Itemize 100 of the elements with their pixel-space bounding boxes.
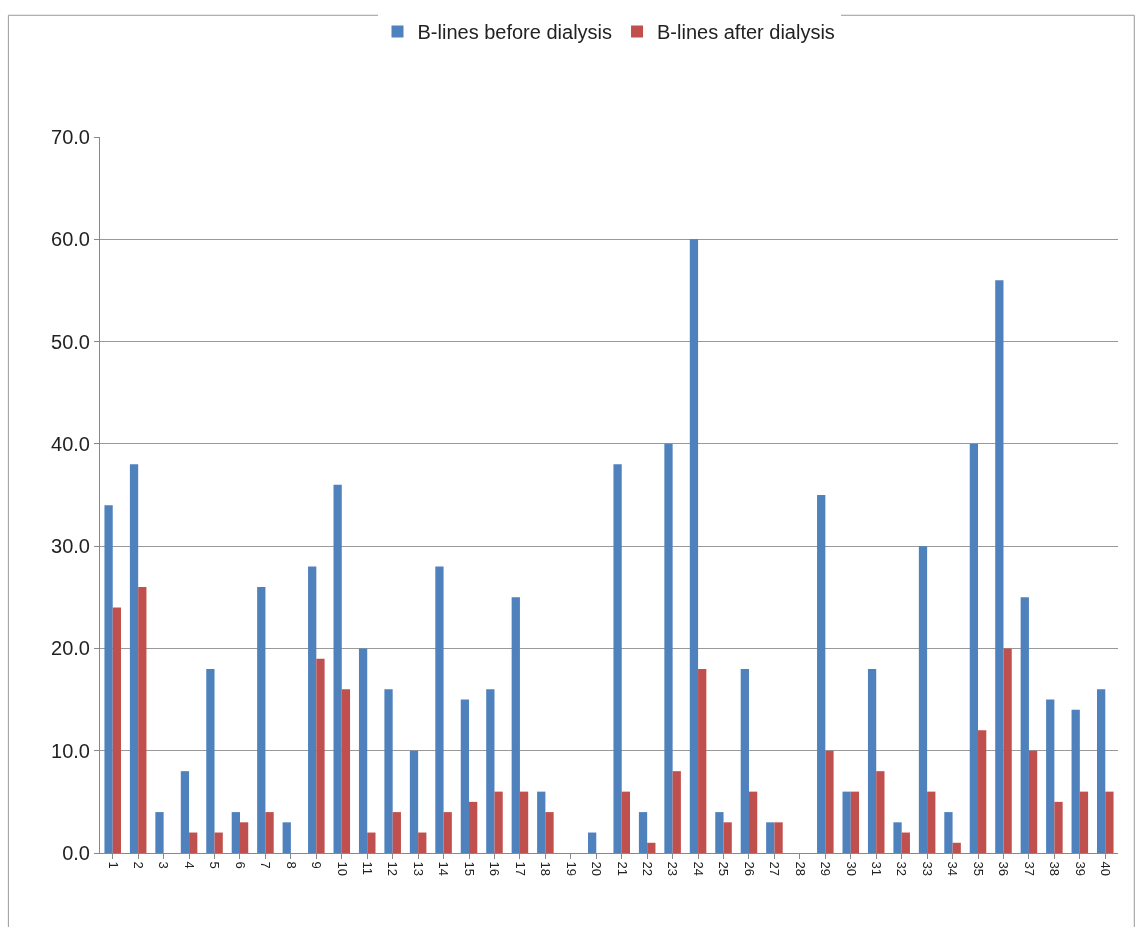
bar <box>265 812 274 853</box>
bar <box>867 668 877 853</box>
bar <box>511 597 520 853</box>
bar <box>239 822 249 853</box>
x-tick-label: 40 <box>1098 861 1114 877</box>
bar <box>1097 689 1106 853</box>
bar <box>129 464 139 853</box>
x-tick-label: 9 <box>309 861 325 869</box>
y-tick-label: 0.0 <box>62 842 90 864</box>
x-tick-label: 15 <box>461 861 477 877</box>
bar <box>723 822 732 853</box>
bar <box>1071 709 1080 853</box>
x-tick-label: 22 <box>639 861 655 877</box>
x-tick-label: 13 <box>410 861 426 877</box>
bar <box>850 791 860 853</box>
bar <box>341 689 351 853</box>
x-tick-label: 24 <box>690 861 706 877</box>
x-tick-label: 16 <box>487 861 503 877</box>
bar <box>214 832 223 853</box>
bar <box>435 566 444 853</box>
bar <box>613 464 622 853</box>
x-tick-label: 2 <box>130 861 146 869</box>
x-tick-label: 19 <box>563 861 579 877</box>
bar <box>969 443 979 853</box>
bar <box>842 791 851 853</box>
bar <box>774 822 783 853</box>
x-tick-label: 6 <box>232 861 248 869</box>
x-tick-label: 14 <box>436 861 452 877</box>
x-tick-label: 5 <box>207 861 223 869</box>
bar <box>1046 699 1055 853</box>
x-tick-label: 27 <box>767 861 783 877</box>
bar <box>698 668 707 853</box>
x-tick-label: 39 <box>1072 861 1088 877</box>
bar <box>1079 791 1089 853</box>
x-tick-label: 29 <box>818 861 834 877</box>
bar <box>138 587 147 853</box>
y-tick-label: 40.0 <box>51 432 90 455</box>
y-tick-label: 20.0 <box>51 637 90 660</box>
x-tick-label: 25 <box>716 861 732 877</box>
x-tick-label: 38 <box>1047 861 1063 877</box>
bar <box>944 812 953 853</box>
x-tick-label: 11 <box>360 861 376 876</box>
x-tick-label: 10 <box>334 861 350 877</box>
bar <box>384 689 393 853</box>
bar <box>282 822 291 853</box>
bar <box>308 566 317 853</box>
bar <box>409 750 419 853</box>
x-tick-label: 7 <box>258 861 274 869</box>
bar <box>638 812 648 853</box>
x-tick-label: 4 <box>181 861 197 869</box>
bar <box>545 812 554 853</box>
bar <box>672 771 681 853</box>
x-tick-label: 3 <box>156 861 172 869</box>
y-tick-label: 70.0 <box>51 126 90 148</box>
bar <box>995 280 1004 853</box>
x-tick-label: 36 <box>996 861 1012 877</box>
bar <box>316 658 325 853</box>
bar <box>1020 597 1029 853</box>
bar <box>978 730 987 853</box>
bar <box>367 832 376 853</box>
bar <box>112 607 121 853</box>
bar <box>358 648 368 853</box>
bar <box>180 771 190 853</box>
bar <box>231 812 240 853</box>
bar <box>1003 648 1012 853</box>
bar <box>748 791 758 853</box>
bar <box>918 546 928 853</box>
x-tick-label: 28 <box>792 861 808 877</box>
bar <box>469 801 478 853</box>
bar <box>740 668 749 853</box>
bar <box>1105 791 1114 853</box>
x-tick-label: 1 <box>105 861 121 869</box>
bar <box>952 842 961 853</box>
x-tick-label: 17 <box>512 861 528 877</box>
bar <box>766 822 775 853</box>
bar <box>621 791 630 853</box>
bar <box>664 443 673 853</box>
bar <box>1028 750 1038 853</box>
bar <box>519 791 529 853</box>
y-tick-label: 30.0 <box>51 535 90 558</box>
x-tick-label: 26 <box>741 861 757 877</box>
x-tick-label: 23 <box>665 861 681 877</box>
x-tick-label: 37 <box>1021 861 1037 877</box>
bar <box>155 812 164 853</box>
legend-label: B-lines after dialysis <box>657 21 835 44</box>
bar <box>189 832 198 853</box>
x-tick-label: 31 <box>869 861 885 877</box>
x-tick-label: 18 <box>538 861 554 877</box>
x-tick-label: 21 <box>614 861 630 877</box>
x-tick-label: 20 <box>589 861 605 877</box>
y-tick-label: 50.0 <box>51 330 90 353</box>
bar <box>825 750 834 853</box>
y-tick-label: 60.0 <box>51 228 90 251</box>
bar <box>689 239 699 853</box>
x-tick-label: 35 <box>970 861 986 877</box>
bar <box>460 699 470 853</box>
x-tick-label: 30 <box>843 861 859 877</box>
x-tick-label: 12 <box>385 861 401 877</box>
bar <box>817 495 826 853</box>
bar <box>893 822 902 853</box>
